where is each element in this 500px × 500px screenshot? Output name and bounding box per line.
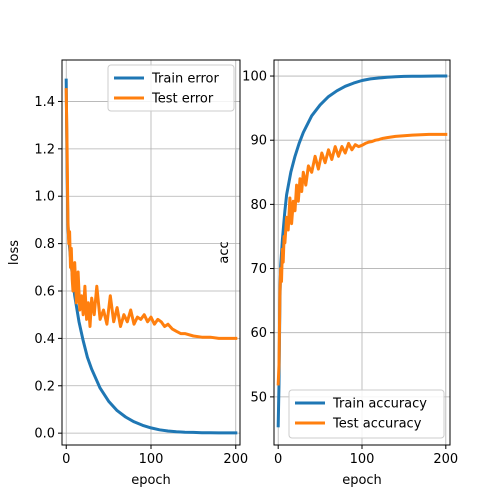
- series-line-test-accuracy: [276, 132, 448, 386]
- y-tick-label: 50: [250, 390, 267, 405]
- y-tick-label: 0.4: [34, 332, 55, 347]
- y-tick-label: 0.6: [34, 285, 55, 300]
- accuracy-chart: 0 100 200 50 60 70 80 90 100 epoch acc Train accura…: [217, 59, 458, 488]
- x-axis-label: epoch: [342, 473, 382, 488]
- y-tick-label: 90: [250, 134, 267, 149]
- y-tick-label: 0.2: [34, 379, 55, 394]
- y-tick-label: 100: [242, 70, 267, 85]
- legend-entry-label: Test accuracy: [332, 417, 422, 432]
- loss-chart: 0 100 200 0.0 0.2 0.4 0.6 0.8 1.0 1.2 1.4 epoch loss…: [7, 59, 248, 488]
- legend-entry-label: Test error: [151, 92, 214, 107]
- y-tick-label: 1.2: [34, 142, 55, 157]
- x-tick-label: 0: [274, 452, 282, 467]
- y-axis-label: acc: [217, 241, 232, 263]
- legend-entry-label: Train error: [151, 72, 219, 87]
- y-tick-label: 1.4: [34, 95, 55, 110]
- x-tick-label: 100: [350, 452, 375, 467]
- y-tick-label: 0.8: [34, 237, 55, 252]
- legend-box: [288, 389, 445, 439]
- x-tick-label: 200: [433, 452, 458, 467]
- x-tick-label: 0: [62, 452, 70, 467]
- y-tick-label: 80: [250, 198, 267, 213]
- legend-entry-label: Train accuracy: [332, 397, 427, 412]
- y-tick-label: 70: [250, 262, 267, 277]
- y-tick-label: 0.0: [34, 427, 55, 442]
- x-tick-label: 100: [139, 452, 164, 467]
- y-tick-label: 60: [250, 326, 267, 341]
- legend: Train accuracy Test accuracy: [288, 389, 445, 439]
- series-line-test-error: [64, 88, 238, 340]
- x-axis-label: epoch: [131, 473, 171, 488]
- y-tick-label: 1.0: [34, 190, 55, 205]
- legend: Train error Test error: [107, 64, 235, 112]
- series-line-train-accuracy: [276, 74, 448, 428]
- x-tick-label: 200: [223, 452, 248, 467]
- y-axis-label: loss: [7, 240, 22, 265]
